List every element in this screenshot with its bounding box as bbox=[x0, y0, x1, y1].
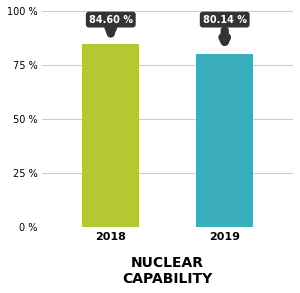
X-axis label: NUCLEAR
CAPABILITY: NUCLEAR CAPABILITY bbox=[123, 256, 213, 286]
Text: 80.14 %: 80.14 % bbox=[203, 15, 247, 42]
Text: 84.60 %: 84.60 % bbox=[89, 15, 133, 34]
Bar bbox=[196, 54, 253, 227]
Bar bbox=[82, 44, 139, 227]
